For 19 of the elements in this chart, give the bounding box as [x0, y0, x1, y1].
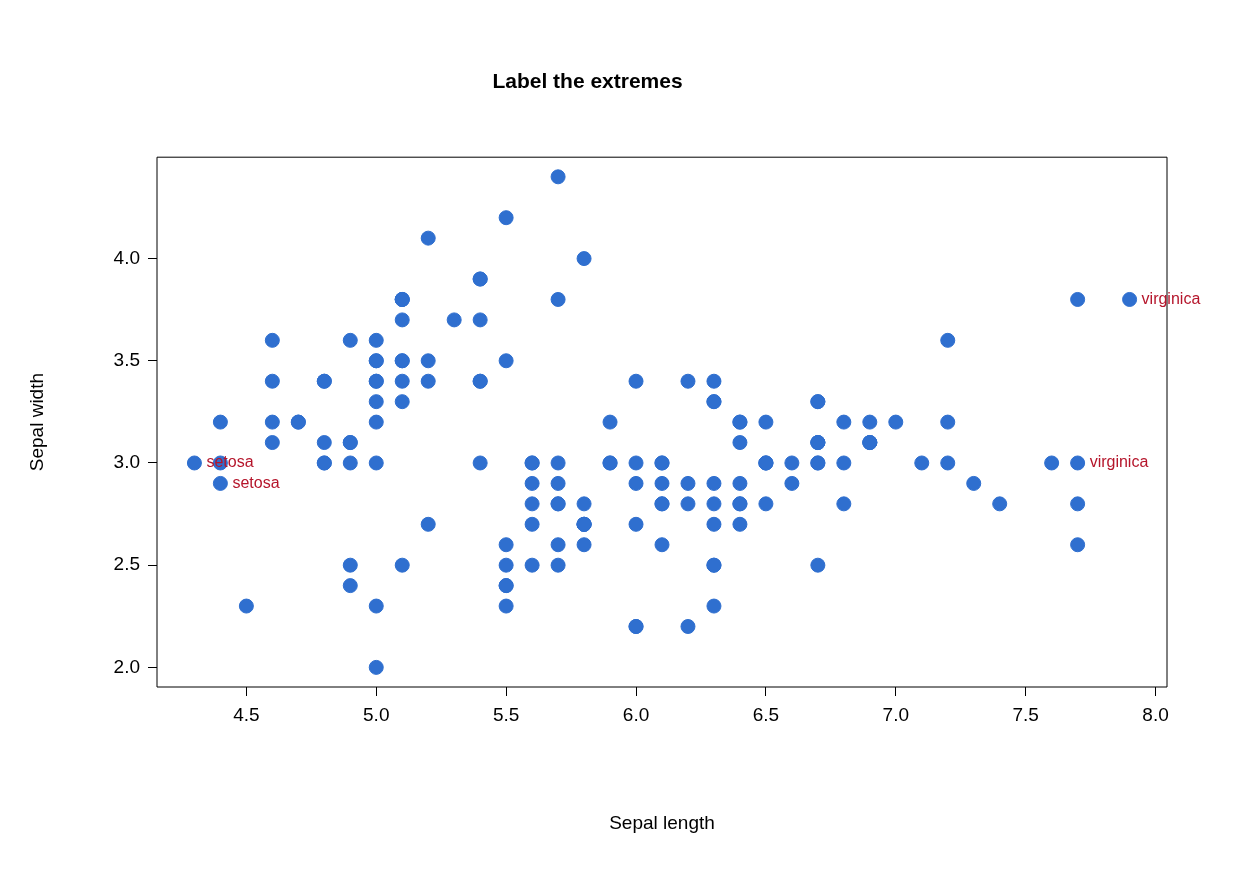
- x-tick-label: 5.0: [363, 703, 390, 725]
- x-tick-label: 7.5: [1012, 703, 1039, 725]
- y-tick-label: 2.5: [113, 553, 140, 575]
- y-tick-label: 4.0: [113, 246, 140, 268]
- annotation: setosa: [232, 473, 280, 491]
- x-tick-label: 8.0: [1142, 703, 1169, 725]
- x-tick-label: 6.0: [622, 703, 650, 725]
- x-tick-label: 5.5: [492, 703, 520, 725]
- annotation: virginica: [1141, 289, 1201, 307]
- x-tick-label: 6.5: [752, 703, 780, 725]
- y-tick-label: 3.5: [113, 349, 140, 371]
- x-tick-label: 4.5: [233, 703, 260, 725]
- annotation: virginica: [1089, 453, 1149, 471]
- y-tick-label: 2.0: [113, 655, 140, 677]
- chart-title: Label the extremes: [492, 69, 683, 93]
- x-axis-title: Sepal length: [609, 811, 715, 833]
- x-tick-label: 7.0: [882, 703, 910, 725]
- y-tick-label: 3.0: [113, 451, 140, 473]
- y-axis-title: Sepal width: [25, 372, 47, 472]
